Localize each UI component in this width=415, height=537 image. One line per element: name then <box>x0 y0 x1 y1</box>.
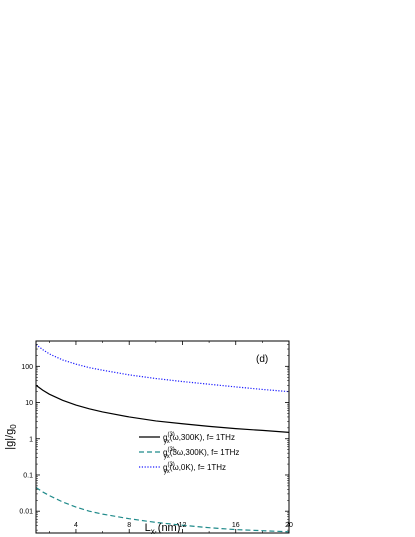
y-axis-title: |g|/g0 <box>4 424 18 450</box>
plot-layer <box>35 344 290 533</box>
x-tick-label: 16 <box>232 522 240 529</box>
ticks-layer: 4 8 12 16 20 0.01 0.1 1 10 100 <box>19 340 293 533</box>
x-tick-label: 4 <box>74 522 78 529</box>
legend-label-3: g(3) yx(ω,0K), f= 1THz <box>163 462 226 475</box>
x-axis-title-unit: (nm) <box>155 522 181 534</box>
x-axis-title-main: L <box>145 522 151 534</box>
series-line-2 <box>35 487 290 533</box>
y-tick-label: 10 <box>25 400 33 407</box>
y-tick-label: 0.1 <box>23 472 33 479</box>
legend-label-1: g(3) yx(ω,300K), f= 1THz <box>163 432 235 445</box>
y-tick-label: 100 <box>21 364 33 371</box>
x-tick-label: 8 <box>127 522 131 529</box>
x-tick-label: 12 <box>179 522 187 529</box>
legend-label-2: g(3) yx(3ω,300K), f= 1THz <box>163 447 239 460</box>
plot-frame <box>35 340 290 534</box>
x-tick-label: 20 <box>285 522 293 529</box>
y-tick-label: 1 <box>29 436 33 443</box>
x-axis-title: Lx (nm) <box>145 522 181 536</box>
series-line-3 <box>35 344 290 393</box>
panel-label: (d) <box>256 354 268 365</box>
y-tick-label: 0.01 <box>19 509 33 516</box>
series-line-1 <box>35 384 290 433</box>
x-axis-title-sub: x <box>151 527 155 536</box>
legend: g(3) yx(ω,300K), f= 1THz g(3) yx(3ω,300K), … <box>139 432 239 475</box>
y-axis-title-main: |g|/g <box>4 429 16 450</box>
y-axis-title-sub: 0 <box>9 424 18 429</box>
